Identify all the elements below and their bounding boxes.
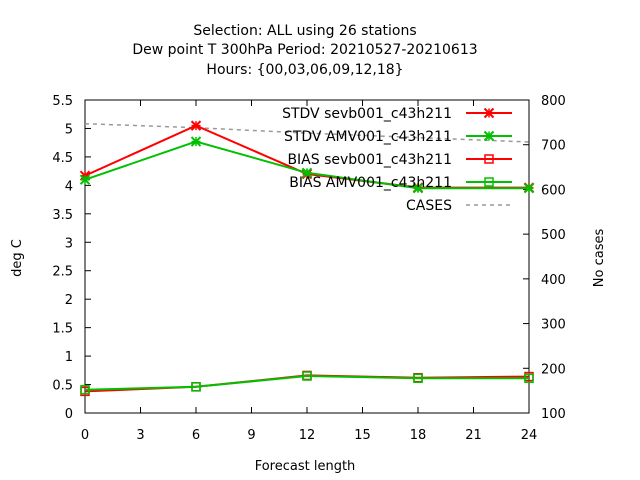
y-tick-label: 5.5 xyxy=(52,94,73,109)
y-axis-title: deg C xyxy=(10,239,25,277)
y-tick-label: 4.5 xyxy=(52,151,73,166)
x-tick-label: 15 xyxy=(354,428,371,443)
x-tick-label: 6 xyxy=(192,428,200,443)
x-tick-label: 12 xyxy=(299,428,316,443)
legend-marker-0 xyxy=(483,107,495,119)
y2-tick-label: 500 xyxy=(541,228,566,243)
x-axis-title: Forecast length xyxy=(255,459,356,474)
y2-tick-label: 100 xyxy=(541,407,566,422)
data-point-1-3 xyxy=(412,183,424,194)
chart-title-line-2: Dew point T 300hPa Period: 20210527-2021… xyxy=(132,42,477,58)
data-point-3-3 xyxy=(413,373,423,384)
chart-title-line-3: Hours: {00,03,06,09,12,18} xyxy=(206,62,403,78)
data-point-1-2 xyxy=(301,167,313,179)
data-point-1-1 xyxy=(190,136,202,147)
y-tick-label: 5 xyxy=(65,122,73,137)
series-layer xyxy=(79,120,535,397)
y2-tick-label: 800 xyxy=(541,94,566,109)
x-tick-label: 18 xyxy=(410,428,427,443)
legend-marker-3 xyxy=(484,177,494,187)
legend-label-4: CASES xyxy=(406,198,452,214)
y2-tick-label: 200 xyxy=(541,362,566,377)
series-line-3 xyxy=(84,374,529,391)
axis-ticks: 0 3 6 9 12 15 18 21 24 0 0.5 1 1.5 2 2.5 3 3.5 4 4.5 5 5.5 10… xyxy=(52,94,566,443)
chart-title-line-1: Selection: ALL using 26 stations xyxy=(193,23,416,39)
x-tick-label: 3 xyxy=(136,428,144,443)
y2-tick-label: 400 xyxy=(541,273,566,288)
data-point-1-0 xyxy=(79,174,91,185)
y-tick-label: 3.5 xyxy=(52,208,73,223)
y-tick-label: 0.5 xyxy=(52,379,73,394)
data-point-3-0 xyxy=(80,384,90,395)
y-tick-label: 2.5 xyxy=(52,265,73,280)
y-tick-label: 2 xyxy=(65,293,73,308)
series-line-4 xyxy=(84,122,530,143)
y-tick-label: 1.5 xyxy=(52,322,73,337)
y2-tick-label: 600 xyxy=(541,183,566,198)
y-tick-label: 4 xyxy=(65,179,73,194)
y2-axis-title: No cases xyxy=(592,229,607,288)
y2-tick-label: 300 xyxy=(541,318,566,333)
legend-label-0: STDV sevb001_c43h211 xyxy=(282,106,452,122)
data-point-3-4 xyxy=(524,373,534,384)
legend-label-2: BIAS sevb001_c43h211 xyxy=(287,152,452,168)
y2-tick-label: 700 xyxy=(541,139,566,154)
x-tick-label: 0 xyxy=(81,428,89,443)
x-tick-label: 24 xyxy=(521,428,538,443)
data-point-3-1 xyxy=(191,382,201,392)
legend-label-3: BIAS AMV001_c43h211 xyxy=(289,175,452,191)
data-point-0-1 xyxy=(190,120,202,131)
y-tick-label: 0 xyxy=(65,407,73,422)
legend-label-1: STDV AMV001_c43h211 xyxy=(284,129,452,145)
y-tick-label: 3 xyxy=(65,236,73,251)
data-point-3-2 xyxy=(302,371,312,381)
x-tick-label: 9 xyxy=(247,428,255,443)
legend: STDV sevb001_c43h211 STDV AMV001_c43h211 B… xyxy=(282,106,512,214)
legend-marker-2 xyxy=(484,154,494,164)
data-point-1-4 xyxy=(523,183,535,194)
legend-marker-1 xyxy=(483,130,495,142)
x-tick-label: 21 xyxy=(465,428,482,443)
plot-frame xyxy=(84,99,530,414)
y-tick-label: 1 xyxy=(65,350,73,365)
